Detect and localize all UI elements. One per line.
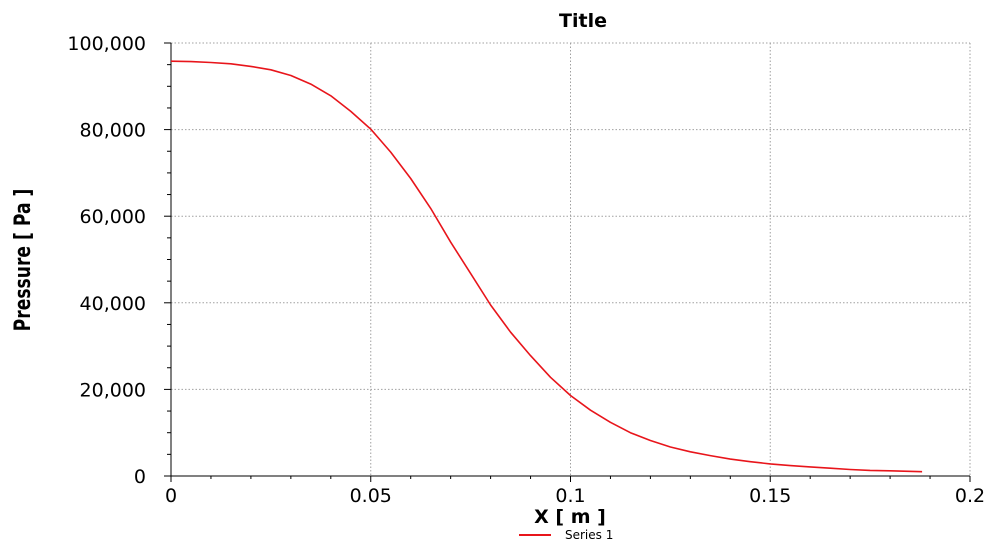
chart-title: Title	[559, 10, 607, 32]
legend-label-series-1: Series 1	[565, 528, 613, 541]
y-tick-label: 40,000	[80, 293, 146, 315]
y-tick-label: 0	[134, 466, 146, 488]
series-lines	[170, 60, 923, 473]
y-tick-label: 80,000	[80, 120, 146, 142]
y-axis-label: Pressure [ Pa ]	[10, 189, 36, 332]
y-tick-label: 100,000	[67, 33, 146, 55]
x-tick-label: 0.1	[555, 485, 585, 507]
x-tick-label: 0.2	[955, 485, 985, 507]
x-axis-label: X [ m ]	[534, 506, 606, 528]
legend: Series 1	[519, 528, 613, 541]
series-line-1	[170, 60, 923, 473]
gridlines	[170, 42, 971, 477]
axes	[164, 42, 971, 482]
tick-labels: 0 0.05 0.1 0.15 0.2 0 20,000 40,000 60,000 80,000…	[67, 33, 985, 507]
y-tick-label: 60,000	[80, 206, 146, 228]
x-tick-label: 0	[165, 485, 177, 507]
y-tick-label: 20,000	[80, 379, 146, 401]
x-tick-label: 0.05	[350, 485, 392, 507]
x-tick-label: 0.15	[749, 485, 791, 507]
